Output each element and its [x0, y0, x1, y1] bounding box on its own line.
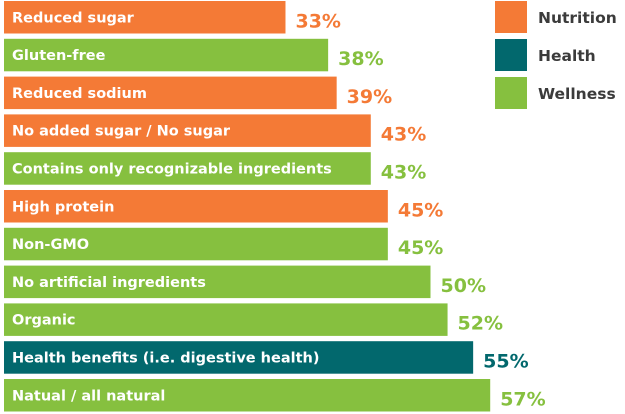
bar-label: Health benefits (i.e. digestive health) [12, 350, 319, 366]
bar-label: No added sugar / No sugar [12, 124, 231, 140]
bar [4, 152, 371, 185]
value-label: 52% [458, 313, 503, 335]
bar-label: Contains only recognizable ingredients [12, 161, 332, 177]
value-label: 33% [295, 10, 340, 32]
value-label: 45% [398, 199, 443, 221]
value-label: 45% [398, 237, 443, 259]
value-label: 50% [441, 275, 486, 297]
bar-label: Natual / all natural [12, 388, 165, 404]
bar [4, 341, 474, 374]
bar [4, 76, 337, 110]
value-label: 55% [483, 350, 528, 372]
bar-label: Non-GMO [12, 237, 89, 253]
bar [4, 38, 329, 72]
bar-label: No artificial ingredients [12, 275, 206, 291]
bar [4, 190, 388, 223]
bar [4, 265, 431, 299]
value-label: 39% [347, 86, 392, 108]
value-label: 43% [381, 161, 426, 183]
value-label: 57% [500, 388, 545, 410]
legend-swatch [495, 1, 527, 33]
bar-label: Gluten-free [12, 48, 106, 64]
legend-swatch [495, 39, 527, 71]
bar-label: Organic [12, 313, 76, 329]
legend-swatch [495, 77, 527, 109]
bar-label: High protein [12, 199, 114, 215]
legend-label: Wellness [538, 85, 616, 103]
value-label: 38% [338, 48, 383, 70]
bar [4, 114, 371, 147]
bar [4, 379, 491, 412]
value-label: 43% [381, 124, 426, 146]
bar [4, 227, 388, 261]
bar-label: Reduced sodium [12, 86, 147, 102]
legend-label: Nutrition [538, 9, 617, 27]
bar [4, 303, 448, 336]
bar [4, 1, 286, 34]
legend-label: Health [538, 47, 596, 65]
bar-label: Reduced sugar [12, 10, 135, 26]
